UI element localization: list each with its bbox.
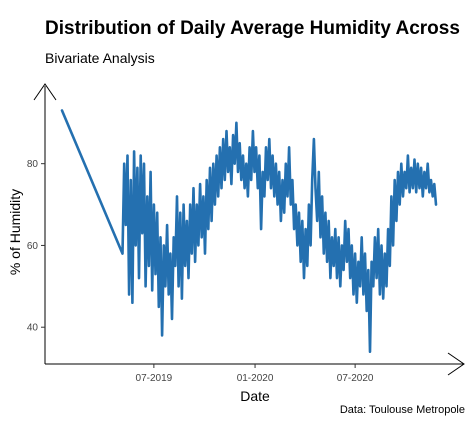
y-tick-label: 60 — [27, 241, 39, 252]
x-tick-label: 07-2020 — [337, 373, 374, 384]
axes — [33, 83, 465, 376]
y-axis-title: % of Humidity — [7, 189, 23, 275]
y-ticks: 40 60 80 — [27, 159, 45, 334]
chart-title: Distribution of Daily Average Humidity A… — [45, 18, 460, 39]
humidity-series-line — [60, 109, 438, 353]
x-axis-arrowhead — [447, 352, 465, 376]
x-tick-label: 07-2019 — [136, 373, 173, 384]
chart-caption: Data: Toulouse Metropole — [339, 404, 465, 416]
x-tick-label: 01-2020 — [237, 373, 274, 384]
y-axis-arrowhead — [33, 83, 57, 101]
y-tick-label: 80 — [27, 159, 39, 170]
x-axis-title: Date — [240, 388, 270, 404]
chart-subtitle: Bivariate Analysis — [45, 50, 155, 66]
x-ticks: 07-2019 01-2020 07-2020 — [136, 364, 374, 384]
y-tick-label: 40 — [27, 323, 39, 334]
